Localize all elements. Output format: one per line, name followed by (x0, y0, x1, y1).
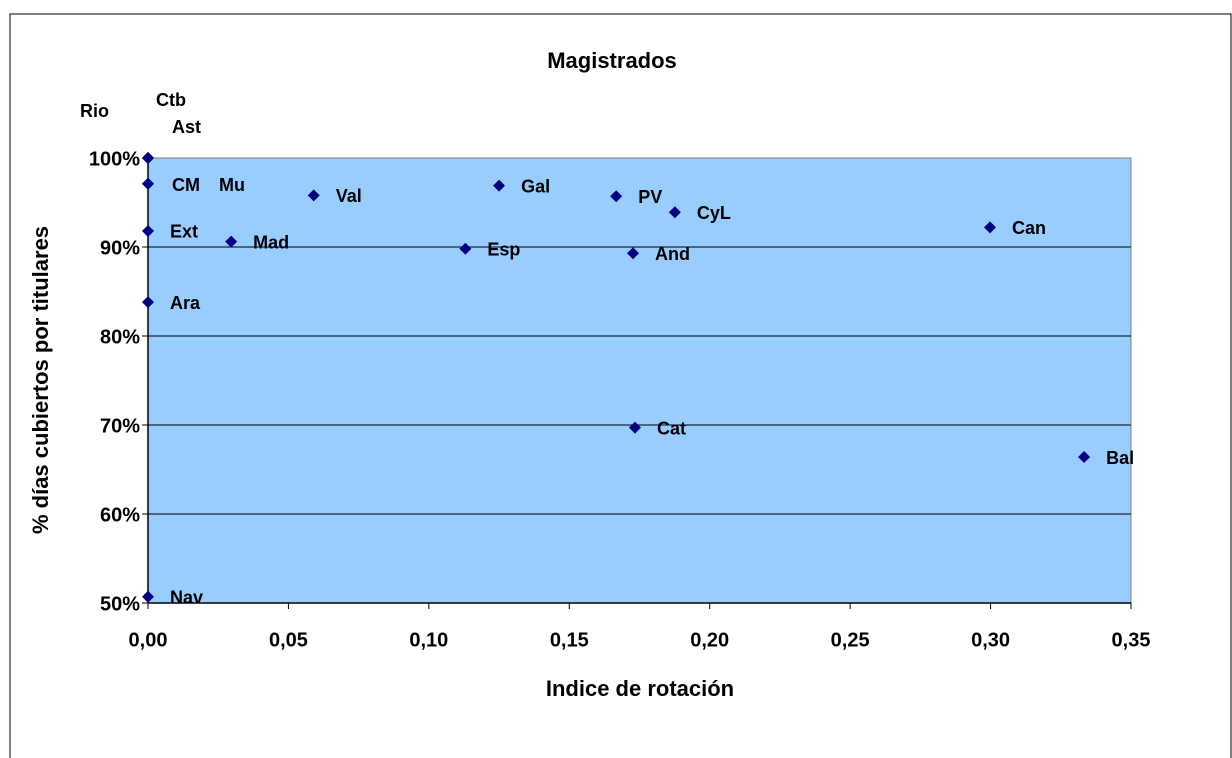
point (142, 152, 154, 164)
point-label: Ext (170, 222, 198, 242)
point (142, 177, 154, 190)
point (627, 247, 640, 260)
point-label: Ara (170, 293, 201, 313)
x-tick-label: 0,10 (409, 629, 448, 651)
point-label: Esp (487, 240, 520, 260)
x-axis-label: Indice de rotación (546, 676, 734, 701)
point (668, 206, 681, 219)
chart-title: Magistrados (547, 48, 677, 73)
point-label: Ctb (156, 90, 186, 110)
y-tick-label: 100% (89, 148, 140, 170)
point-label: CyL (697, 203, 731, 223)
point-label: Can (1012, 218, 1046, 238)
x-tick-label: 0,30 (971, 629, 1010, 651)
point-label: CM (172, 175, 200, 195)
point-label: Ast (172, 117, 201, 137)
x-tick-label: 0,25 (831, 629, 870, 651)
point-label: Rio (80, 101, 109, 121)
point-label: Bal (1106, 448, 1134, 468)
point-label: And (655, 244, 690, 264)
point-label: Mu (219, 175, 245, 195)
point (629, 421, 642, 434)
point (142, 590, 154, 603)
point (142, 296, 154, 309)
point (307, 189, 320, 202)
point (459, 242, 472, 255)
y-tick-label: 90% (100, 237, 140, 259)
point (984, 221, 997, 234)
point-label: Gal (521, 176, 550, 196)
x-tick-label: 0,15 (550, 629, 589, 651)
y-tick-label: 80% (100, 326, 140, 348)
x-tick-label: 0,00 (129, 629, 168, 651)
y-tick-label: 50% (100, 593, 140, 615)
point (610, 190, 623, 203)
x-tick-label: 0,05 (269, 629, 308, 651)
y-tick-label: 70% (100, 415, 140, 437)
point-label: Nav (170, 588, 203, 608)
y-axis-label: % días cubiertos por titulares (28, 226, 53, 534)
point (1078, 451, 1091, 464)
x-tick-label: 0,35 (1112, 629, 1151, 651)
point-label: PV (638, 187, 662, 207)
point (142, 224, 154, 237)
point-label: Mad (253, 232, 289, 252)
y-tick-label: 60% (100, 504, 140, 526)
point-label: Cat (657, 418, 686, 438)
point-label: Val (336, 186, 362, 206)
plot-area (147, 157, 1132, 604)
point (225, 235, 238, 248)
x-tick-label: 0,20 (690, 629, 729, 651)
point (493, 179, 506, 192)
